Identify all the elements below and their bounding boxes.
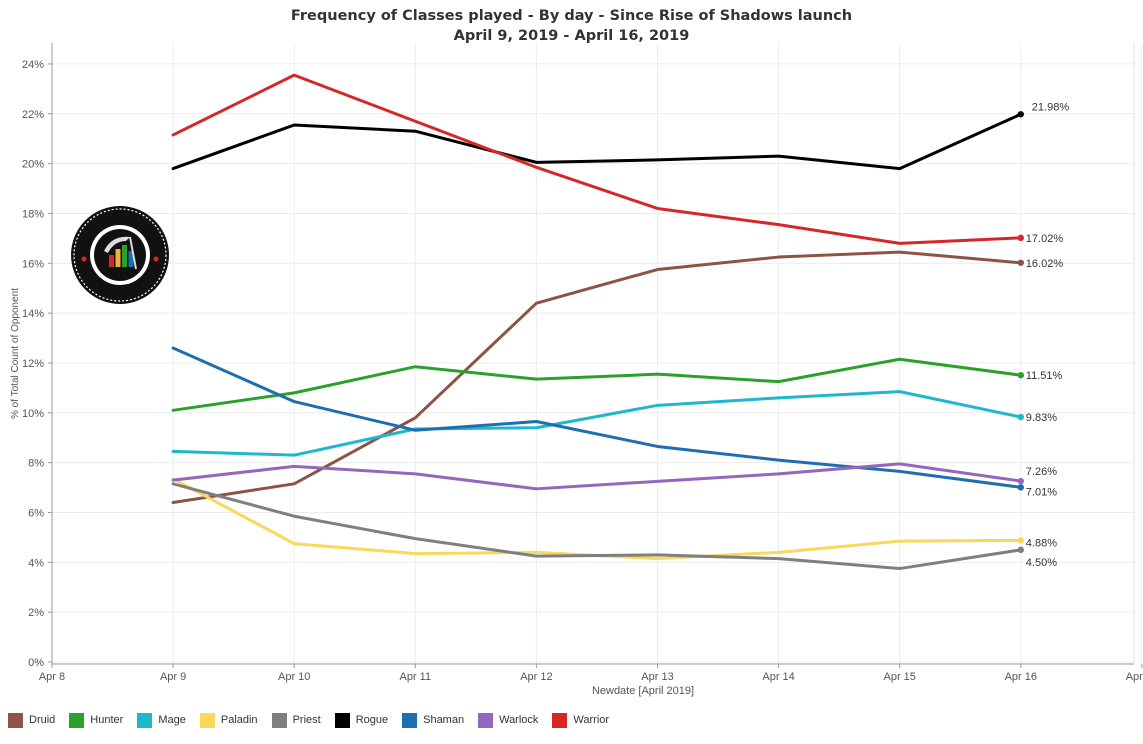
y-tick-label: 12% — [22, 358, 44, 370]
end-point-rogue — [1017, 111, 1024, 118]
legend-label: Mage — [158, 714, 186, 726]
end-point-warlock — [1017, 477, 1024, 485]
legend-swatch — [334, 712, 350, 728]
legend-swatch — [271, 712, 287, 728]
series-line-mage — [171, 390, 1023, 457]
x-tick-label: Apr 17 — [1126, 671, 1143, 683]
series-line-rogue — [171, 112, 1023, 171]
x-tick-label: Apr 15 — [883, 671, 915, 683]
end-label-warrior: 17.02% — [1026, 233, 1064, 245]
series-line-druid — [171, 250, 1023, 505]
series-line-hunter — [171, 357, 1023, 412]
series-line-warlock — [171, 462, 1023, 491]
end-label-druid: 16.02% — [1026, 258, 1064, 270]
x-tick-label: Apr 9 — [160, 671, 186, 683]
end-label-shaman: 7.01% — [1026, 486, 1057, 498]
end-label-priest: 4.50% — [1026, 557, 1057, 569]
x-tick-label: Apr 16 — [1005, 671, 1037, 683]
legend-swatch — [478, 712, 494, 728]
legend-swatch — [8, 712, 23, 728]
y-tick-label: 8% — [28, 458, 44, 470]
legend-item-paladin[interactable]: Paladin — [199, 712, 258, 728]
legend-swatch — [552, 712, 568, 728]
legend-label: Priest — [292, 714, 321, 726]
end-point-priest — [1017, 546, 1024, 554]
series-line-priest — [171, 482, 1023, 571]
legend-swatch — [402, 712, 418, 728]
y-tick-label: 10% — [22, 408, 44, 420]
legend-label: Hunter — [90, 714, 124, 726]
y-tick-label: 2% — [28, 607, 44, 619]
end-point-shaman — [1017, 484, 1024, 491]
x-tick-label: Apr 11 — [400, 671, 432, 683]
legend-swatch — [199, 712, 215, 728]
legend-swatch — [137, 712, 153, 728]
x-tick-label: Apr 12 — [520, 671, 552, 683]
chart-title-block: Frequency of Classes played - By day - S… — [0, 6, 1143, 46]
legend-item-rogue[interactable]: Rogue — [334, 712, 389, 728]
end-label-warlock: 7.26% — [1026, 466, 1057, 478]
end-label-paladin: 4.88% — [1026, 537, 1057, 549]
y-axis-label: % of Total Count of Opponent — [10, 288, 21, 419]
legend-label: Paladin — [220, 714, 258, 726]
data-reaper-report-logo — [70, 205, 170, 305]
legend-item-shaman[interactable]: Shaman — [402, 712, 465, 728]
legend-item-priest[interactable]: Priest — [271, 712, 321, 728]
legend-item-warrior[interactable]: Warrior — [552, 712, 610, 728]
y-tick-label: 20% — [22, 159, 44, 171]
legend-item-mage[interactable]: Mage — [137, 712, 186, 728]
x-tick-label: Apr 13 — [641, 671, 673, 683]
chart-legend: Druid Hunter Mage Paladin Priest Rogue Shaman W… — [8, 710, 623, 730]
end-point-paladin — [1017, 537, 1024, 544]
end-point-hunter — [1017, 371, 1024, 379]
legend-label: Warlock — [499, 714, 539, 726]
legend-item-hunter[interactable]: Hunter — [69, 712, 124, 728]
legend-label: Rogue — [355, 714, 389, 726]
y-tick-label: 14% — [22, 308, 44, 320]
legend-swatch — [69, 712, 85, 728]
chart-title: Frequency of Classes played - By day - S… — [290, 8, 853, 24]
chart-subtitle: April 9, 2019 - April 16, 2019 — [453, 28, 690, 44]
y-tick-label: 6% — [28, 507, 44, 519]
legend-item-druid[interactable]: Druid — [8, 712, 56, 728]
end-label-rogue: 21.98% — [1032, 101, 1070, 113]
x-axis-label: Newdate [April 2019] — [592, 685, 694, 697]
y-tick-label: 0% — [28, 657, 44, 669]
y-tick-label: 4% — [28, 557, 44, 569]
end-point-mage — [1017, 413, 1024, 421]
end-point-warrior — [1017, 234, 1024, 242]
x-tick-label: Apr 10 — [278, 671, 310, 683]
legend-label: Shaman — [423, 714, 465, 726]
y-tick-label: 18% — [22, 208, 44, 220]
legend-item-warlock[interactable]: Warlock — [478, 712, 539, 728]
series-line-warrior — [171, 73, 1023, 245]
end-label-hunter: 11.51% — [1026, 370, 1063, 382]
y-tick-label: 24% — [22, 59, 44, 71]
end-label-mage: 9.83% — [1026, 412, 1057, 424]
end-point-druid — [1017, 259, 1024, 266]
x-tick-label: Apr 8 — [39, 671, 65, 683]
x-tick-label: Apr 14 — [762, 671, 794, 683]
legend-label: Druid — [29, 714, 56, 726]
y-tick-label: 22% — [22, 109, 44, 121]
series-line-shaman — [171, 346, 1023, 489]
y-tick-label: 16% — [22, 258, 44, 270]
legend-label: Warrior — [573, 714, 610, 726]
